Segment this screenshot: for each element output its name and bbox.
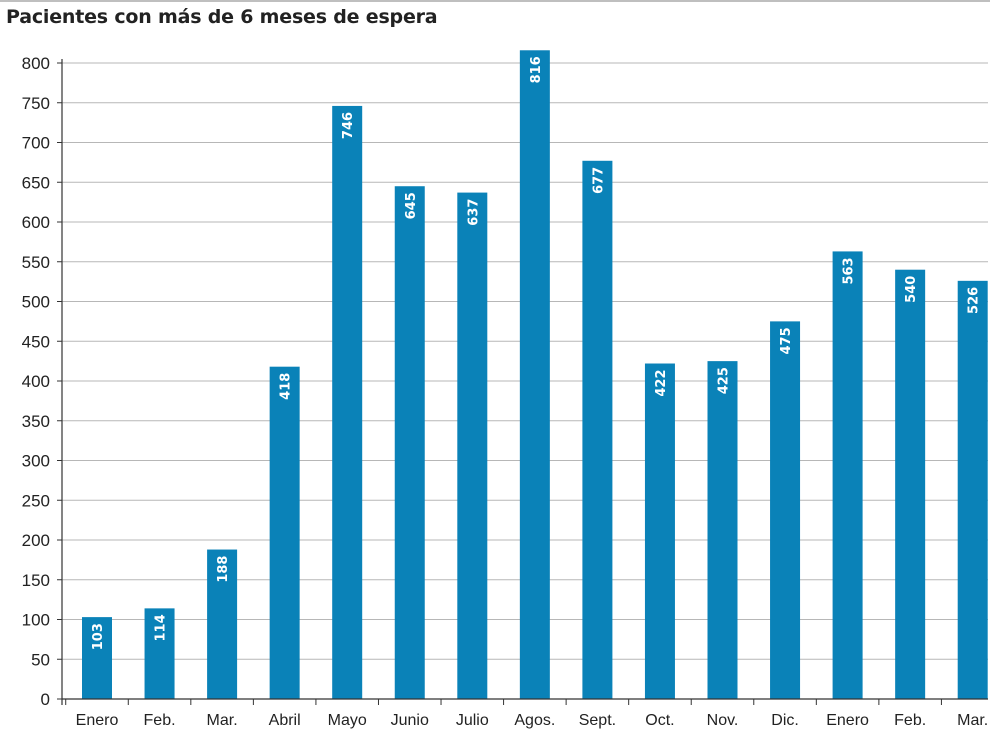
y-tick-label: 550 — [22, 253, 50, 272]
y-tick-label: 800 — [22, 54, 50, 73]
x-tick-label: Enero — [826, 712, 869, 729]
y-tick-label: 350 — [22, 412, 50, 431]
data-label: 422 — [654, 370, 669, 397]
x-tick-label: Julio — [456, 712, 489, 729]
data-label: 475 — [779, 327, 794, 354]
y-tick-label: 0 — [41, 690, 50, 709]
bar — [207, 549, 238, 699]
data-label: 645 — [404, 192, 419, 219]
data-label: 188 — [216, 556, 231, 583]
data-label: 114 — [154, 614, 169, 641]
data-label: 540 — [904, 276, 919, 303]
x-tick-label: Sept. — [579, 712, 616, 729]
y-tick-label: 250 — [22, 491, 50, 510]
data-label: 103 — [91, 623, 106, 650]
y-tick-label: 300 — [22, 452, 50, 471]
x-tick-label: Mar. — [207, 712, 238, 729]
y-axis-tick-labels: 0 50 100 150 200 250 300 350 400 450 500 550 600 650 7… — [22, 54, 50, 709]
y-tick-label: 400 — [22, 372, 50, 391]
x-tick-label: Nov. — [707, 712, 739, 729]
data-label: 563 — [842, 257, 857, 284]
bar — [770, 321, 801, 699]
y-tick-label: 500 — [22, 293, 50, 312]
y-tick-label: 700 — [22, 134, 50, 153]
y-tick-label: 100 — [22, 611, 50, 630]
data-label: 637 — [466, 199, 481, 226]
data-label: 816 — [529, 56, 544, 83]
bar — [832, 251, 863, 700]
data-label: 746 — [341, 112, 356, 139]
x-tick-label: Mayo — [328, 712, 367, 729]
bar — [957, 280, 988, 699]
x-tick-label: Feb. — [894, 712, 926, 729]
y-tick-label: 150 — [22, 571, 50, 590]
y-tick-label: 200 — [22, 531, 50, 550]
bar — [457, 192, 488, 699]
data-label: 418 — [279, 373, 294, 400]
x-tick-label: Abril — [269, 712, 301, 729]
y-tick-label: 650 — [22, 173, 50, 192]
x-tick-label: Enero — [76, 712, 119, 729]
bar — [144, 608, 175, 699]
top-rule — [0, 0, 990, 2]
bars — [82, 50, 988, 700]
x-tick-label: Mar. — [957, 712, 988, 729]
bar — [519, 50, 550, 699]
x-tick-label: Oct. — [645, 712, 674, 729]
chart-title: Pacientes con más de 6 meses de espera — [6, 6, 438, 28]
y-tick-label: 600 — [22, 213, 50, 232]
data-label: 677 — [591, 167, 606, 194]
x-tick-label: Junio — [391, 712, 429, 729]
x-tick-label: Dic. — [771, 712, 799, 729]
data-label: 425 — [717, 367, 732, 394]
bar — [394, 186, 425, 700]
bar — [644, 363, 675, 699]
x-axis-tick-labels: Enero Feb. Mar. Abril Mayo Junio Julio Agos. Sep… — [76, 712, 989, 729]
bar — [895, 269, 926, 699]
bar — [82, 617, 112, 699]
bar — [582, 160, 613, 699]
x-tick-label: Feb. — [144, 712, 176, 729]
data-labels: 103 114 188 418 746 645 637 816 677 422 425 475 563 5… — [91, 56, 982, 650]
y-tick-label: 50 — [31, 650, 50, 669]
y-tick-label: 450 — [22, 332, 50, 351]
x-tick-label: Agos. — [514, 712, 555, 729]
y-tick-label: 750 — [22, 94, 50, 113]
bar — [707, 361, 738, 699]
bar — [332, 105, 363, 700]
bar — [269, 366, 300, 699]
axes — [57, 59, 988, 705]
data-label: 526 — [967, 287, 982, 314]
